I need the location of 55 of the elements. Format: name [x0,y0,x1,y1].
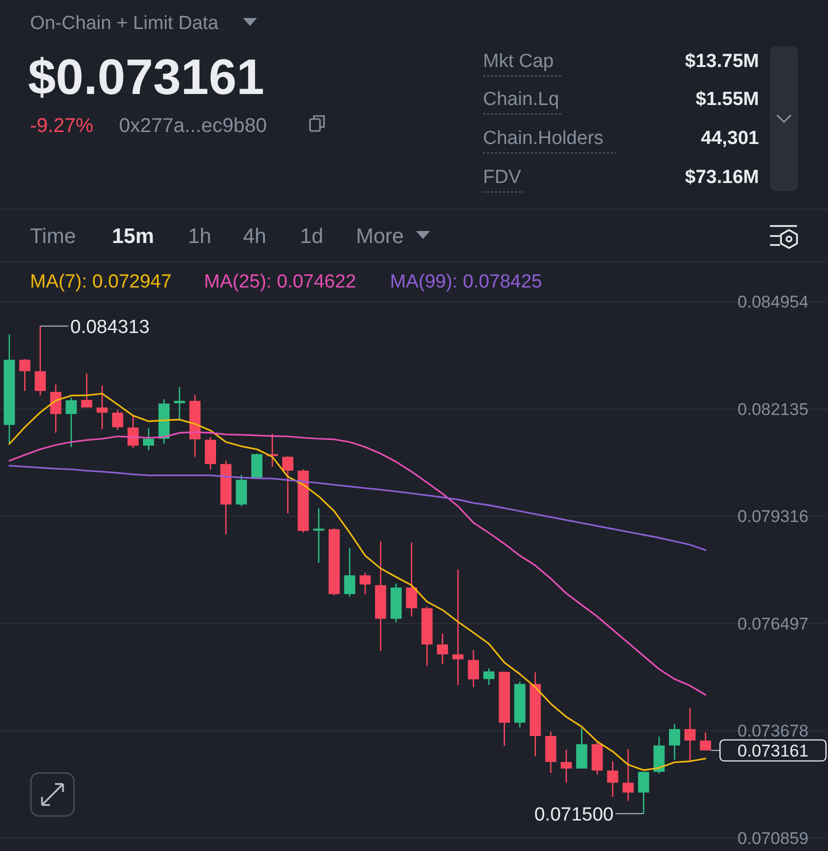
candlestick [50,384,62,434]
text: Chain.Lq [483,89,560,110]
text: $73.16M [685,167,759,188]
annotation: 0.084313 [70,316,150,338]
candlestick [452,568,464,686]
text: MA(99): 0.078425 [390,272,542,293]
candlestick [142,428,154,451]
candlestick [668,723,680,760]
text: FDV [483,167,522,188]
text: $13.75M [685,51,759,72]
candlestick [607,760,618,798]
candlestick [622,748,634,802]
y-tick-label: 0.084954 [738,292,808,312]
y-tick-label: 0.079316 [738,507,808,526]
candlestick [436,632,448,665]
candlestick [638,771,650,814]
y-tick-label: 0.073678 [738,722,808,741]
chart-title: On-Chain + Limit Data [30,13,219,34]
text: Mkt Cap [483,51,554,72]
candlestick [483,668,494,686]
line-series [8,392,706,771]
candlestick [468,649,480,688]
text: -9.27% [30,115,94,137]
y-tick-label: 0.082135 [738,400,808,419]
text: $1.55M [696,89,759,110]
text: Chain.Holders [483,128,604,149]
candlestick [81,372,92,408]
candlestick [34,326,46,396]
candlestick [344,547,356,598]
candlestick [282,455,294,514]
candlestick [313,508,324,564]
text: 0x277a...ec9b80 [119,115,267,137]
text: 15m [112,225,154,248]
candlestick [112,409,124,431]
line-series [8,464,706,551]
y-tick-label: 0.076497 [738,614,808,634]
candlestick [19,358,30,392]
candlestick [96,384,108,430]
y-tick-label: 0.070859 [738,828,808,848]
ref-line-label: 0.073161 [738,741,808,760]
text: 1h [188,225,212,248]
text: 4h [243,225,266,248]
text: 1d [300,225,324,248]
text: More [356,225,404,248]
text: 44,301 [700,128,760,149]
candlestick [360,572,371,595]
candlestick [560,749,572,784]
text: $0.073161 [28,49,264,105]
text: MA(7): 0.072947 [30,272,172,293]
text: Time [30,225,76,248]
candlestick [66,396,77,448]
candlestick [406,542,418,618]
annotation: 0.071500 [534,804,614,826]
text: MA(25): 0.074622 [204,272,356,293]
candlestick [684,707,696,762]
